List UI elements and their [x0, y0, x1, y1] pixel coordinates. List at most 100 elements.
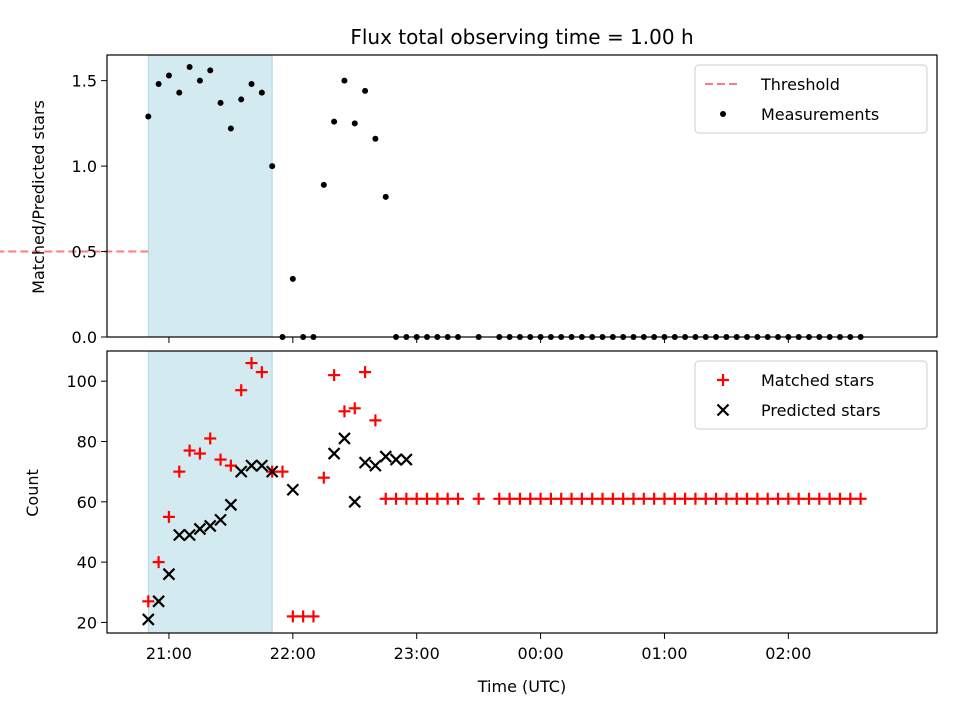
- matched-star-point: [390, 492, 403, 505]
- top-y-axis-label: Matched/Predicted stars: [29, 100, 48, 294]
- predicted-star-point: [152, 595, 165, 608]
- matched-star-point: [772, 492, 785, 505]
- measurement-point: [289, 275, 296, 282]
- measurement-point: [382, 193, 389, 200]
- matched-star-point: [555, 492, 568, 505]
- matched-star-point: [152, 556, 165, 569]
- y-tick-label: 20: [77, 613, 97, 632]
- predicted-star-point: [162, 567, 176, 581]
- measurement-point: [372, 135, 379, 142]
- predicted-star-point: [338, 432, 351, 445]
- predicted-star-point: [214, 513, 227, 527]
- y-tick-label: 40: [77, 553, 97, 572]
- measurement-point: [165, 72, 172, 79]
- measurement-point: [238, 96, 245, 103]
- x-tick-label: 00:00: [518, 644, 564, 663]
- measurement-point: [258, 89, 265, 96]
- legend-predicted-swatch: [716, 403, 730, 417]
- shaded-region: [148, 351, 273, 633]
- legend-label: Predicted stars: [761, 401, 881, 420]
- measurement-point: [155, 81, 162, 88]
- y-tick-label: 80: [77, 432, 97, 451]
- matched-star-point: [648, 492, 661, 505]
- predicted-star-point: [224, 498, 238, 512]
- measurement-point: [269, 163, 276, 170]
- matched-star-point: [833, 492, 846, 505]
- matched-star-point: [730, 492, 743, 505]
- matched-star-point: [854, 492, 867, 505]
- matched-star-point: [297, 610, 310, 623]
- matched-star-point: [441, 492, 454, 505]
- matched-star-point: [193, 447, 206, 460]
- y-tick-label: 60: [77, 493, 97, 512]
- y-tick-label: 0.5: [72, 243, 97, 262]
- legend-label: Measurements: [761, 105, 879, 124]
- predicted-star-point: [348, 495, 362, 509]
- x-tick-label: 01:00: [641, 644, 687, 663]
- matched-star-point: [276, 465, 289, 478]
- matched-star-point: [142, 595, 155, 608]
- matched-star-point: [720, 492, 733, 505]
- matched-star-point: [400, 492, 413, 505]
- predicted-star-point: [203, 519, 217, 533]
- measurement-point: [196, 77, 203, 84]
- bottom-panel: 20 40 60 80 100 21:00 22:00 23:00 00:00 01:00 02:0…: [66, 350, 938, 663]
- predicted-star-point: [142, 613, 155, 626]
- measurement-point: [362, 87, 369, 94]
- y-tick-label: 1.0: [72, 157, 97, 176]
- matched-star-point: [328, 369, 341, 382]
- matched-star-point: [823, 492, 836, 505]
- x-tick-label: 23:00: [394, 644, 440, 663]
- matched-star-point: [472, 492, 485, 505]
- matched-star-point: [575, 492, 588, 505]
- chart-title: Flux total observing time = 1.00 h: [350, 25, 693, 49]
- matched-star-point: [596, 492, 609, 505]
- measurement-point: [145, 113, 152, 120]
- matched-star-point: [679, 492, 692, 505]
- predicted-star-point: [255, 459, 269, 472]
- matched-star-point: [534, 492, 547, 505]
- matched-star-point: [317, 471, 330, 484]
- x-tick-label: 22:00: [270, 644, 316, 663]
- matched-star-point: [369, 414, 382, 427]
- predicted-star-point: [389, 453, 403, 466]
- predicted-star-point: [369, 459, 382, 472]
- measurement-point: [207, 67, 214, 74]
- matched-star-point: [214, 453, 227, 466]
- matched-star-point: [782, 492, 795, 505]
- matched-star-point: [307, 610, 320, 623]
- matched-star-point: [689, 492, 702, 505]
- legend-label: Matched stars: [761, 371, 874, 390]
- matched-star-point: [627, 492, 640, 505]
- legend-label: Threshold: [760, 75, 840, 94]
- axes-frame: [106, 54, 938, 338]
- predicted-star-point: [193, 522, 207, 536]
- predicted-star-point: [172, 528, 186, 542]
- matched-star-point: [183, 444, 196, 457]
- matched-star-point: [410, 492, 423, 505]
- matched-star-point: [451, 492, 464, 505]
- matched-star-point: [379, 492, 392, 505]
- predicted-star-point: [183, 528, 196, 542]
- measurement-point: [351, 120, 358, 127]
- matched-star-point: [699, 492, 712, 505]
- matched-star-point: [204, 432, 217, 445]
- y-tick-label: 1.5: [72, 72, 97, 91]
- predicted-star-point: [245, 459, 258, 472]
- matched-star-point: [286, 610, 299, 623]
- matched-star-point: [586, 492, 599, 505]
- x-tick-label: 21:00: [146, 644, 192, 663]
- measurement-point: [341, 77, 348, 84]
- predicted-star-point: [327, 447, 341, 460]
- legend: Threshold Measurements: [694, 64, 928, 134]
- matched-star-point: [565, 492, 578, 505]
- measurement-point: [176, 89, 183, 96]
- matched-star-point: [524, 492, 537, 505]
- matched-star-point: [544, 492, 557, 505]
- matched-star-point: [668, 492, 681, 505]
- matched-star-point: [162, 510, 175, 523]
- predicted-star-point: [265, 465, 279, 478]
- axes-frame: [106, 350, 938, 634]
- matched-star-point: [513, 492, 526, 505]
